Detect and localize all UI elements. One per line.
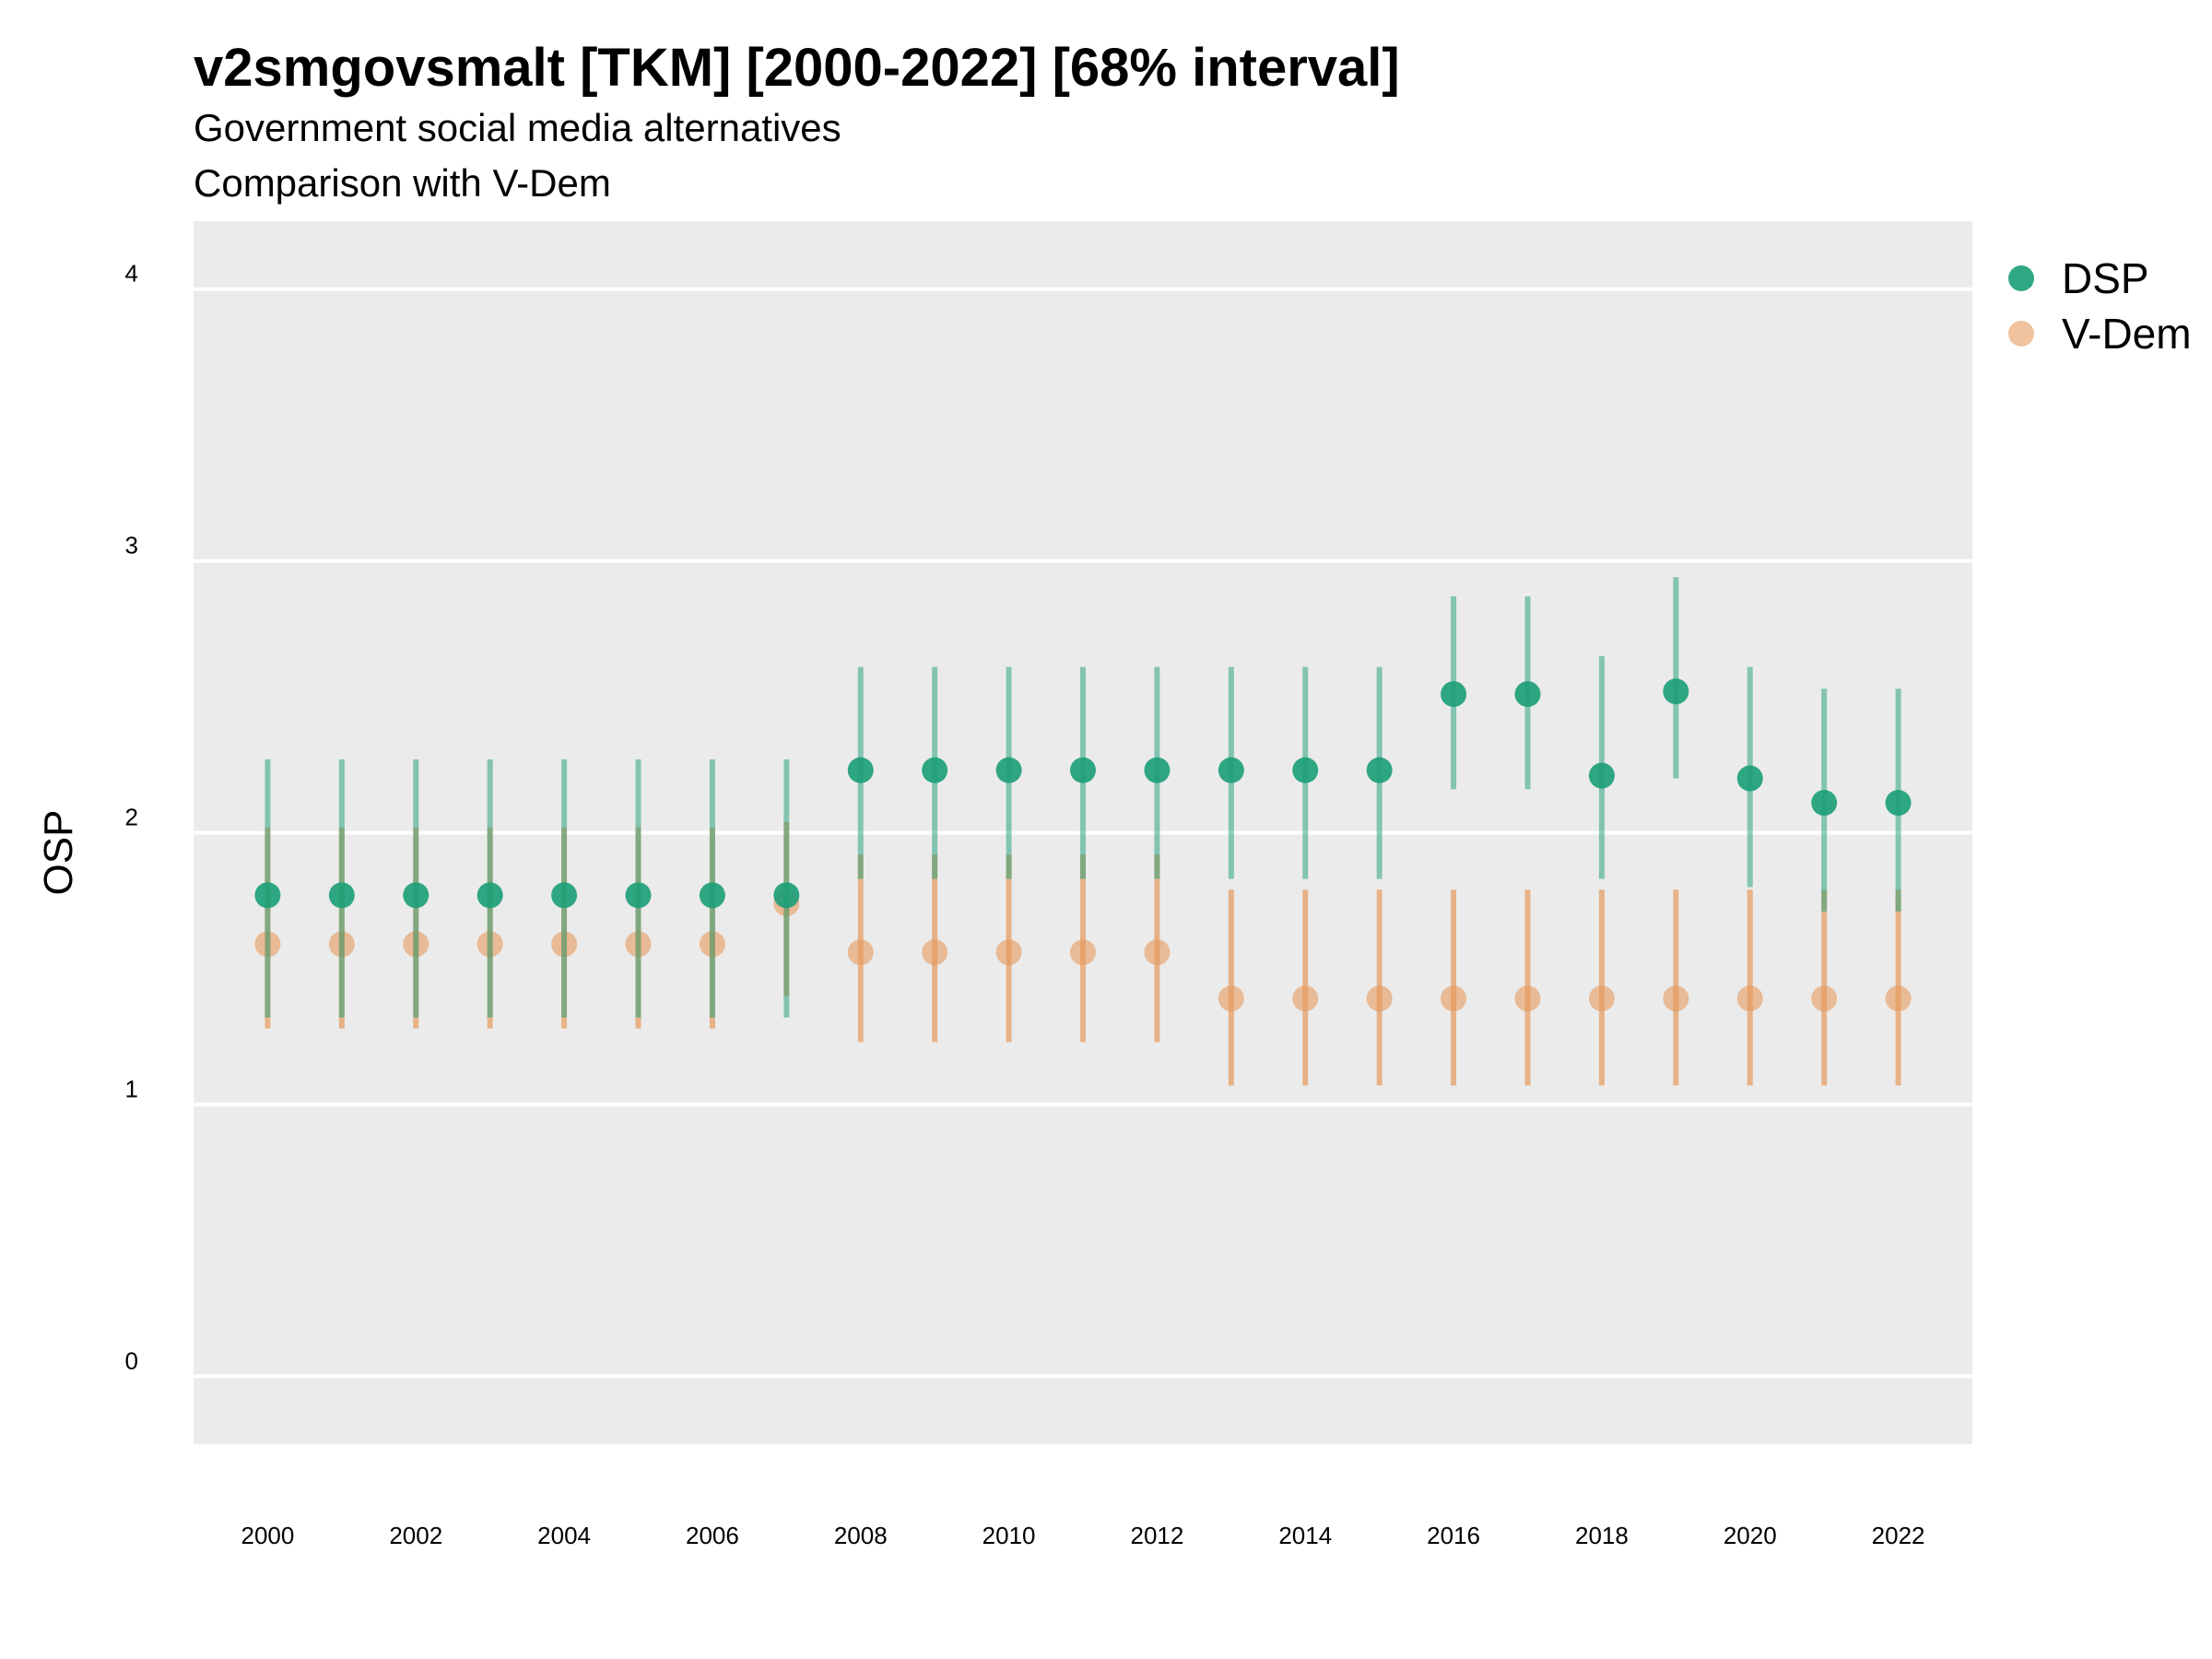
x-axis: 2000 2002 2004 2006 2008 2010 2012 2014 2016 2018… [241,1522,1924,1549]
x-tick-label: 2008 [834,1522,888,1549]
x-tick-label: 2020 [1724,1522,1777,1549]
point-v-dem [1144,939,1171,966]
point-dsp [551,882,578,909]
point-dsp [403,882,429,909]
x-tick-label: 2010 [982,1522,1036,1549]
point-dsp [922,757,948,783]
point-dsp [625,882,652,909]
point-v-dem [1736,985,1763,1012]
chart-subtitle-2: Comparison with V-Dem [194,161,611,205]
point-dsp [1366,757,1393,783]
chart-title: v2smgovsmalt [TKM] [2000-2022] [68% inte… [194,38,1400,98]
point-v-dem [922,939,948,966]
series-layer [254,577,1912,1086]
series-dsp [254,577,1912,1018]
point-dsp [254,882,281,909]
y-tick-label: 0 [125,1347,138,1374]
point-dsp [1663,678,1689,705]
point-dsp [328,882,355,909]
y-tick-label: 1 [125,1075,138,1102]
x-tick-label: 2004 [537,1522,591,1549]
point-v-dem [1441,985,1467,1012]
point-dsp [773,882,800,909]
point-v-dem [995,939,1022,966]
legend-marker-dsp [2008,265,2034,291]
x-tick-label: 2006 [686,1522,739,1549]
x-tick-label: 2002 [389,1522,442,1549]
y-axis-title: OSP [36,810,81,896]
point-v-dem [1885,985,1912,1012]
x-tick-label: 2014 [1278,1522,1332,1549]
point-v-dem [1588,985,1615,1012]
point-v-dem [847,939,874,966]
point-dsp [1292,757,1319,783]
point-dsp [847,757,874,783]
point-dsp [1736,765,1763,792]
y-tick-label: 3 [125,532,138,559]
x-tick-label: 2016 [1427,1522,1480,1549]
point-dsp [1811,790,1838,817]
point-dsp [1514,681,1541,708]
point-dsp [477,882,503,909]
point-dsp [1218,757,1244,783]
chart-subtitle-1: Government social media alternatives [194,106,841,149]
point-dsp [699,882,725,909]
point-dsp [1144,757,1171,783]
point-dsp [1588,762,1615,789]
point-dsp [995,757,1022,783]
point-v-dem [1514,985,1541,1012]
x-tick-label: 2018 [1575,1522,1629,1549]
y-tick-label: 2 [125,804,138,831]
point-dsp [1070,757,1096,783]
point-v-dem [1366,985,1393,1012]
legend-marker-vdem [2008,321,2034,347]
point-dsp [1885,790,1912,817]
x-tick-label: 2000 [241,1522,294,1549]
point-v-dem [1070,939,1096,966]
x-tick-label: 2012 [1130,1522,1183,1549]
legend-label-vdem: V-Dem [2062,310,2192,358]
y-axis: 0 1 2 3 4 [125,260,138,1375]
y-tick-label: 4 [125,260,138,288]
point-v-dem [1292,985,1319,1012]
x-tick-label: 2022 [1872,1522,1925,1549]
point-v-dem [1218,985,1244,1012]
point-v-dem [1663,985,1689,1012]
point-v-dem [1811,985,1838,1012]
point-dsp [1441,681,1467,708]
legend-label-dsp: DSP [2062,254,2149,302]
legend: DSP V-Dem [2008,254,2192,358]
